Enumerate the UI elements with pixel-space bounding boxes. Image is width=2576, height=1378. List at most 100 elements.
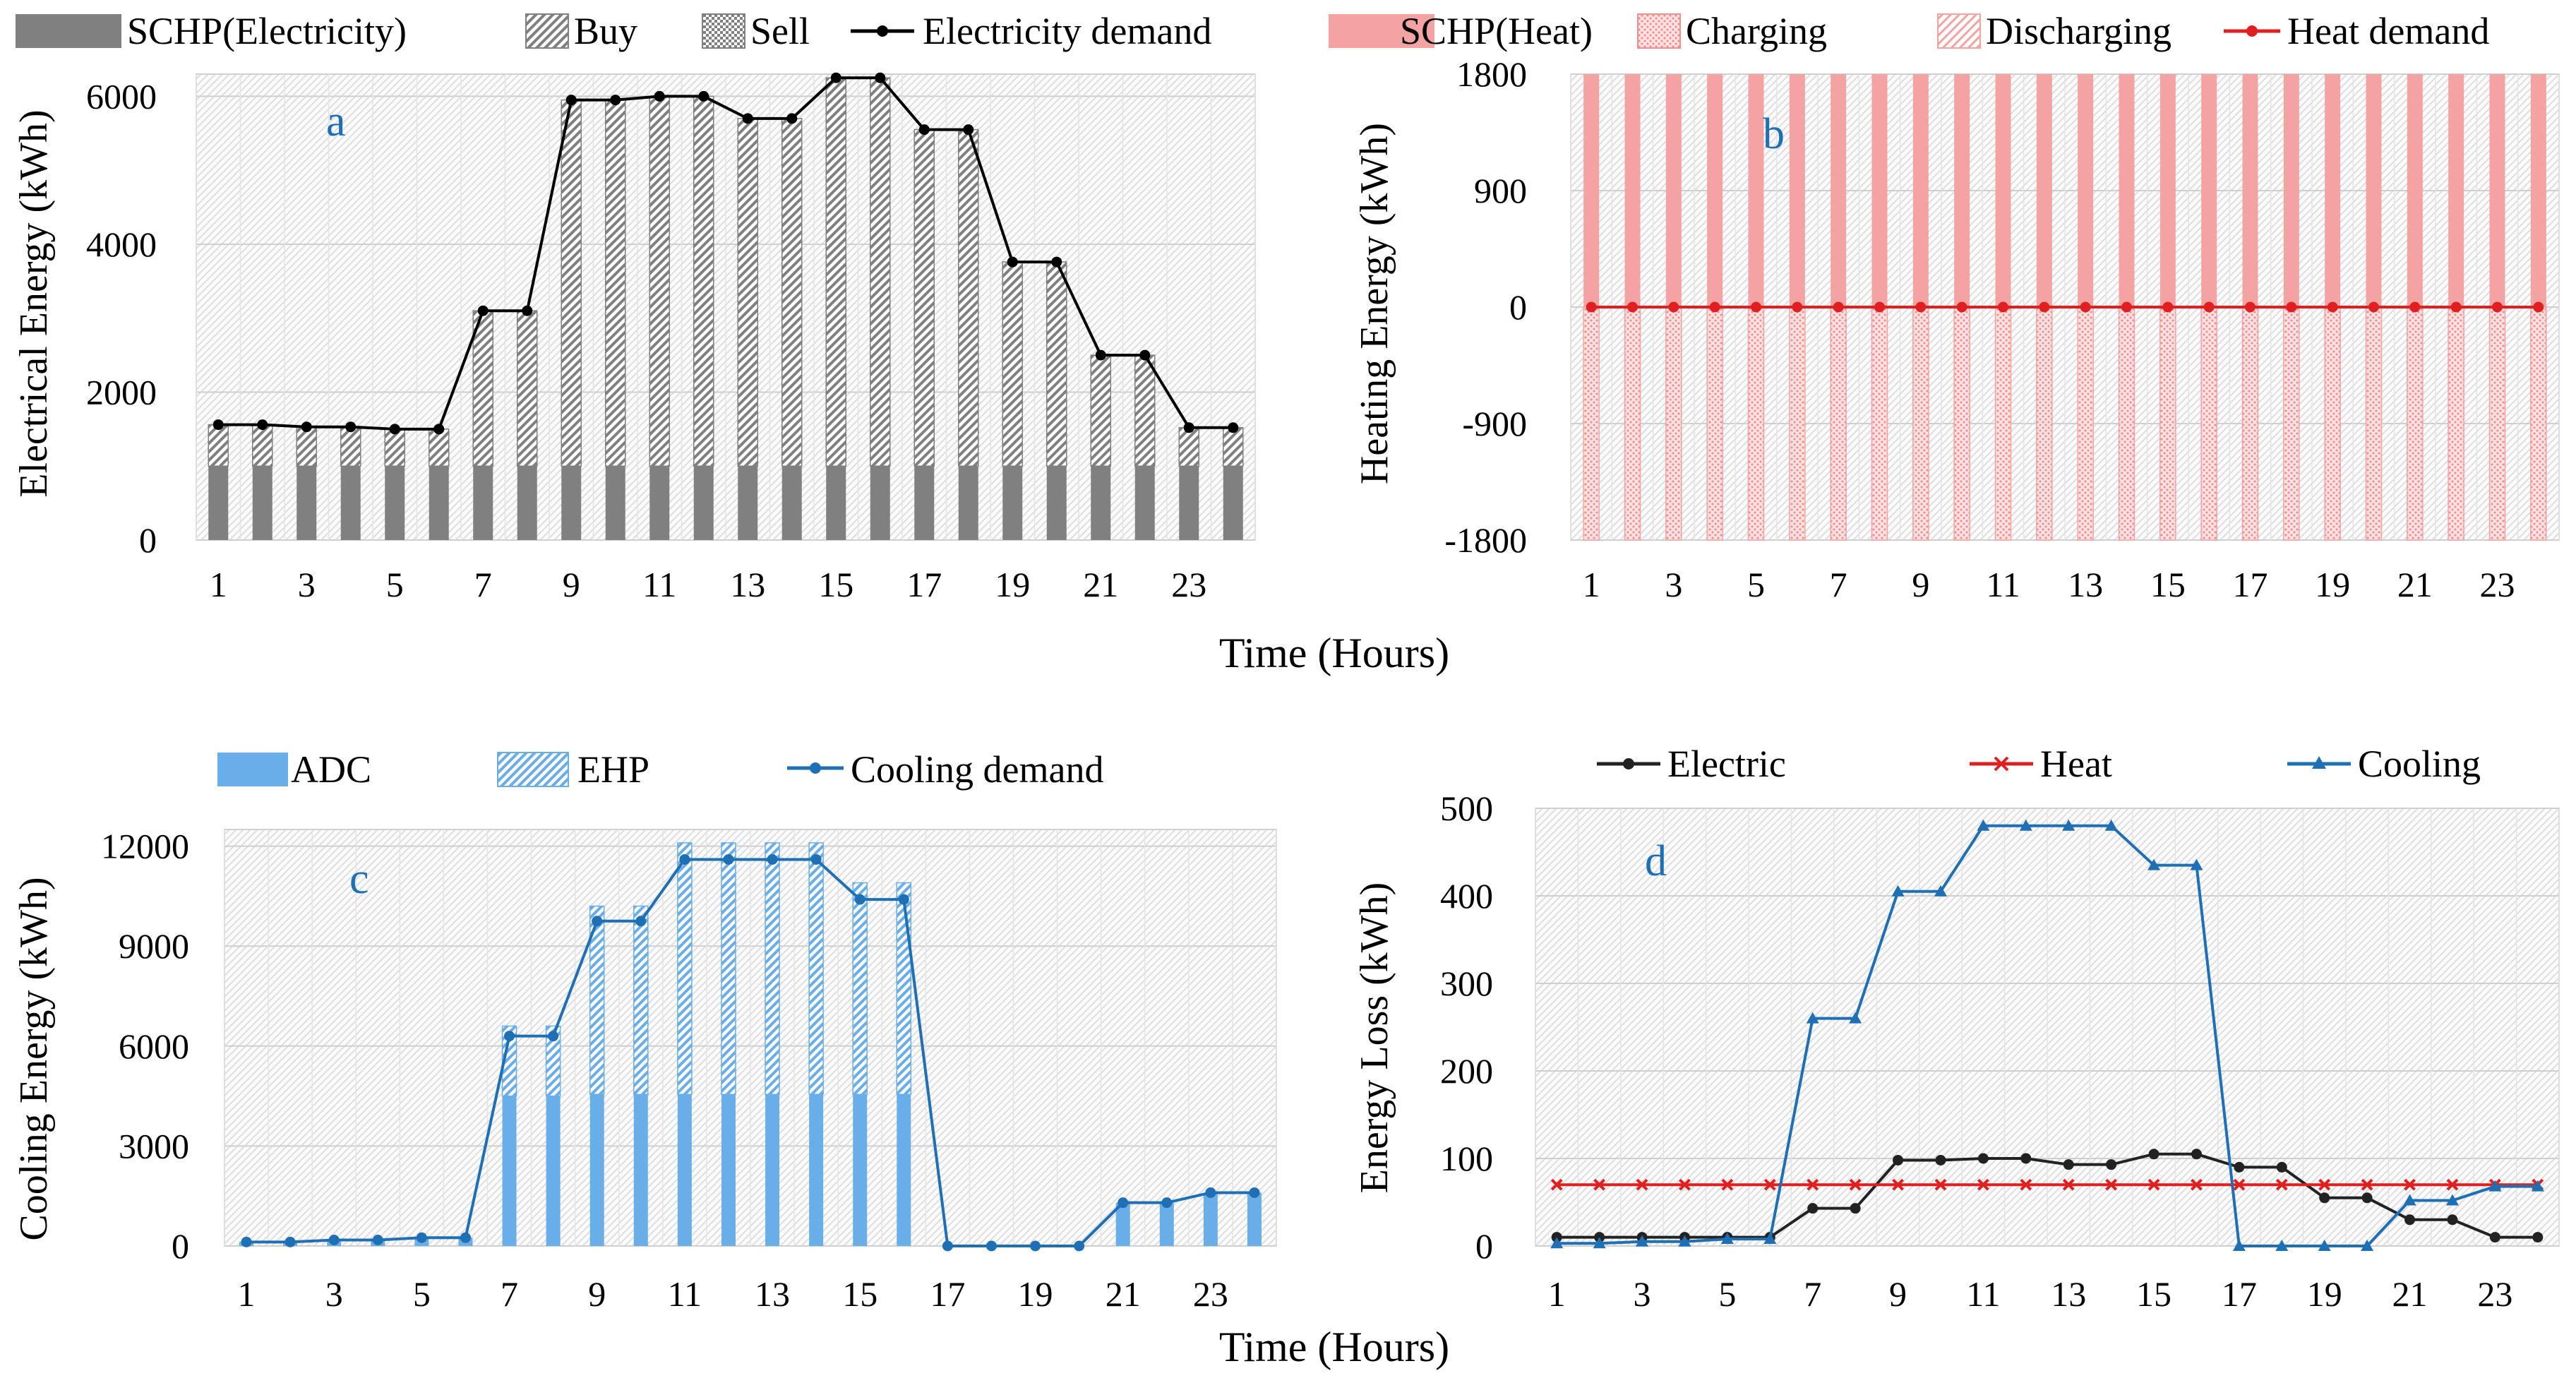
- legend-swatch-schp-electricity: [16, 14, 121, 48]
- point-d-heat-2: [1593, 1178, 1606, 1191]
- x-tick-label-d-2: 5: [1718, 1274, 1736, 1314]
- bar-schp-heat-2: [1624, 74, 1641, 307]
- bar-charging-20: [2365, 306, 2383, 541]
- bar-schp-electricity-12: [693, 466, 714, 540]
- bar-schp-electricity-22: [1134, 466, 1155, 540]
- bar-schp-heat-1: [1583, 74, 1600, 307]
- point-b-heat-demand-5: [1751, 301, 1761, 313]
- bar-schp-electricity-19: [1002, 466, 1023, 540]
- x-tick-label-c-4: 9: [588, 1274, 606, 1314]
- point-d-electric-14: [2106, 1159, 2117, 1170]
- point-d-electric-7: [1807, 1203, 1819, 1214]
- bar-adc-22: [1159, 1202, 1174, 1246]
- legend-swatch-buy: [525, 13, 569, 49]
- point-d-heat-19: [2318, 1178, 2331, 1191]
- bar-buy-4: [340, 426, 361, 467]
- bar-ehp-11: [677, 842, 693, 1095]
- x-tick-label-c-9: 19: [1018, 1274, 1053, 1314]
- point-d-cooling-3: [1636, 1235, 1649, 1247]
- legend-label-sell: Sell: [750, 10, 810, 52]
- x-tick-label-b-5: 11: [1986, 565, 2020, 604]
- gridlines-b: [1570, 73, 2560, 541]
- point-a-electricity-demand-6: [433, 424, 445, 435]
- point-b-heat-demand-10: [1956, 301, 1967, 313]
- bar-charging-14: [2118, 306, 2135, 541]
- point-d-heat-14: [2105, 1178, 2118, 1191]
- point-d-electric-9: [1893, 1154, 1904, 1166]
- x-tick-label-d-11: 23: [2477, 1274, 2512, 1314]
- x-tick-label-c-6: 13: [755, 1274, 790, 1314]
- legend-label-discharging: Discharging: [1986, 10, 2171, 52]
- bar-schp-heat-21: [2407, 74, 2423, 307]
- bar-schp-heat-14: [2119, 74, 2135, 307]
- bar-adc-10: [633, 1094, 648, 1246]
- point-b-heat-demand-22: [2450, 301, 2462, 313]
- point-b-heat-demand-15: [2162, 301, 2174, 313]
- bar-ehp-13: [765, 842, 780, 1095]
- point-a-electricity-demand-9: [565, 95, 577, 106]
- y-tick-label-d-2: 200: [1440, 1051, 1493, 1091]
- bar-adc-7: [502, 1096, 517, 1246]
- x-tick-label-d-8: 17: [2222, 1274, 2257, 1314]
- point-d-heat-6: [1763, 1178, 1776, 1191]
- point-d-electric-15: [2148, 1149, 2159, 1160]
- x-tick-label-a-3: 7: [474, 565, 492, 604]
- point-b-heat-demand-4: [1709, 301, 1720, 313]
- bar-ehp-16: [896, 882, 912, 1095]
- bar-charging-22: [2448, 306, 2464, 541]
- point-a-electricity-demand-4: [345, 421, 357, 433]
- y-tick-label-a-3: 6000: [86, 76, 157, 116]
- bar-schp-heat-19: [2325, 74, 2341, 307]
- legend-label-schp-electricity: SCHP(Electricity): [127, 10, 407, 52]
- point-a-electricity-demand-22: [1139, 349, 1151, 361]
- point-c-cooling-demand-20: [1074, 1240, 1085, 1252]
- bar-buy-16: [870, 77, 891, 467]
- point-a-electricity-demand-7: [477, 305, 489, 316]
- point-c-cooling-demand-11: [679, 853, 690, 865]
- point-b-heat-demand-11: [1998, 301, 2008, 313]
- bar-schp-electricity-24: [1223, 466, 1243, 540]
- x-ticks-c: 1 3 5 7 9 11 13 15 17 19 21 23: [238, 1274, 1228, 1314]
- point-d-cooling-6: [1763, 1233, 1777, 1245]
- bar-adc-11: [677, 1094, 692, 1246]
- point-d-cooling-17: [2232, 1240, 2246, 1251]
- legend-d: Electric Heat Cooling: [1597, 743, 2481, 785]
- bars-c: [239, 842, 1262, 1246]
- point-a-electricity-demand-3: [301, 421, 312, 433]
- point-d-electric-8: [1850, 1203, 1861, 1214]
- y-tick-label-d-5: 500: [1440, 789, 1493, 828]
- legend-swatch-charging: [1637, 13, 1681, 49]
- bar-schp-electricity-4: [340, 466, 361, 540]
- bar-charging-12: [2036, 306, 2053, 541]
- point-d-cooling-20: [2361, 1240, 2374, 1251]
- x-tick-label-c-8: 17: [930, 1274, 965, 1314]
- point-a-electricity-demand-2: [257, 419, 268, 431]
- legend-swatch-schp-heat: [1329, 14, 1434, 48]
- point-c-cooling-demand-22: [1161, 1197, 1173, 1209]
- bar-charging-10: [1953, 306, 1970, 541]
- x-tick-label-d-6: 13: [2051, 1274, 2086, 1314]
- point-d-cooling-16: [2190, 858, 2203, 870]
- legend-label-electricity-demand: Electricity demand: [923, 10, 1211, 52]
- point-d-heat-15: [2147, 1178, 2160, 1191]
- legend-label-ehp: EHP: [577, 748, 649, 791]
- bar-charging-3: [1665, 306, 1682, 541]
- bar-schp-electricity-21: [1091, 466, 1111, 540]
- legend-label-electric: Electric: [1667, 743, 1786, 785]
- point-b-heat-demand-18: [2286, 301, 2297, 313]
- bar-schp-electricity-18: [958, 466, 978, 540]
- point-d-heat-8: [1849, 1178, 1862, 1191]
- bar-schp-electricity-20: [1046, 466, 1067, 540]
- point-d-cooling-8: [1849, 1012, 1862, 1024]
- y-ticks-a: 0 2000 4000 6000: [86, 76, 157, 560]
- point-c-cooling-demand-6: [460, 1232, 471, 1243]
- y-axis-label-d: Energy Loss (kWh): [1353, 882, 1396, 1194]
- bar-charging-5: [1747, 306, 1765, 541]
- bar-schp-heat-18: [2283, 74, 2299, 307]
- bar-charging-15: [2159, 306, 2176, 541]
- bar-buy-12: [693, 95, 714, 467]
- bar-buy-3: [296, 426, 317, 467]
- x-tick-label-c-1: 3: [325, 1274, 343, 1314]
